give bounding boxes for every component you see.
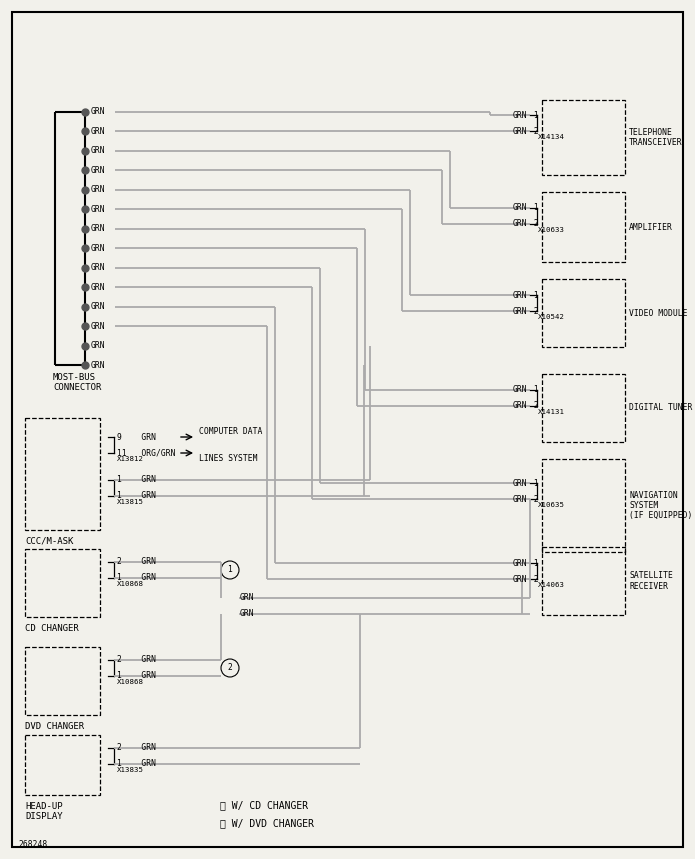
Text: GRN: GRN <box>91 302 106 311</box>
Text: 2: 2 <box>529 495 539 503</box>
Text: GRN: GRN <box>91 283 106 292</box>
Text: ① W/ CD CHANGER: ① W/ CD CHANGER <box>220 800 308 810</box>
Text: 11   ORG/GRN: 11 ORG/GRN <box>117 448 176 458</box>
Text: DIGITAL TUNER: DIGITAL TUNER <box>629 404 692 412</box>
Bar <box>542 374 625 442</box>
Text: 1    GRN: 1 GRN <box>117 491 156 501</box>
Text: 2    GRN: 2 GRN <box>117 744 156 752</box>
Text: 2: 2 <box>529 401 539 411</box>
Text: GRN: GRN <box>512 495 527 503</box>
Text: CD CHANGER: CD CHANGER <box>25 624 79 633</box>
Bar <box>25 647 100 715</box>
Text: GRN: GRN <box>512 575 527 583</box>
Text: CCC/M-ASK: CCC/M-ASK <box>25 537 74 546</box>
Text: GRN: GRN <box>91 166 106 175</box>
Text: 1    GRN: 1 GRN <box>117 672 156 680</box>
Bar <box>542 279 625 347</box>
Text: GRN: GRN <box>512 307 527 315</box>
Text: GRN: GRN <box>240 594 254 602</box>
Text: 2: 2 <box>529 575 539 583</box>
Text: ② W/ DVD CHANGER: ② W/ DVD CHANGER <box>220 818 314 828</box>
Text: 2: 2 <box>227 663 232 673</box>
Text: GRN: GRN <box>91 361 106 369</box>
Text: SATELLITE
RECEIVER: SATELLITE RECEIVER <box>629 571 673 591</box>
Text: GRN: GRN <box>512 111 527 119</box>
Text: GRN: GRN <box>512 401 527 411</box>
Text: GRN: GRN <box>91 146 106 155</box>
Text: X13815: X13815 <box>117 499 144 505</box>
Text: DVD CHANGER: DVD CHANGER <box>25 722 84 731</box>
Text: 1: 1 <box>529 558 539 568</box>
Bar <box>25 549 100 617</box>
Text: 2: 2 <box>529 126 539 136</box>
Text: GRN: GRN <box>91 127 106 136</box>
Text: LINES SYSTEM: LINES SYSTEM <box>199 454 258 463</box>
Bar <box>542 459 625 552</box>
Text: MOST-BUS
CONNECTOR: MOST-BUS CONNECTOR <box>53 373 101 393</box>
Text: GRN: GRN <box>512 290 527 300</box>
Text: 2: 2 <box>529 220 539 228</box>
Text: TELEPHONE
TRANSCEIVER: TELEPHONE TRANSCEIVER <box>629 128 682 147</box>
Text: GRN: GRN <box>91 107 106 117</box>
Text: 9    GRN: 9 GRN <box>117 432 156 442</box>
Text: GRN: GRN <box>91 244 106 253</box>
Text: X14131: X14131 <box>538 409 565 415</box>
Text: 2    GRN: 2 GRN <box>117 655 156 665</box>
Text: 1: 1 <box>529 111 539 119</box>
Text: 1    GRN: 1 GRN <box>117 759 156 769</box>
Text: GRN: GRN <box>91 186 106 194</box>
Text: GRN: GRN <box>91 224 106 234</box>
Text: NAVIGATION
SYSTEM
(IF EQUIPPED): NAVIGATION SYSTEM (IF EQUIPPED) <box>629 490 692 521</box>
Text: X10868: X10868 <box>117 679 144 685</box>
Text: GRN: GRN <box>512 478 527 488</box>
Text: VIDEO MODULE: VIDEO MODULE <box>629 308 687 318</box>
Text: 1: 1 <box>529 386 539 394</box>
Text: X10633: X10633 <box>538 227 565 233</box>
Bar <box>25 735 100 795</box>
Text: GRN: GRN <box>91 341 106 350</box>
Text: X10542: X10542 <box>538 314 565 320</box>
Bar <box>542 547 625 615</box>
Text: X14134: X14134 <box>538 134 565 140</box>
Text: GRN: GRN <box>512 386 527 394</box>
Text: GRN: GRN <box>512 558 527 568</box>
Text: 2: 2 <box>529 307 539 315</box>
Text: X10635: X10635 <box>538 502 565 508</box>
Text: X10868: X10868 <box>117 581 144 587</box>
Text: 1: 1 <box>227 565 232 575</box>
Text: GRN: GRN <box>91 321 106 331</box>
Text: 1: 1 <box>529 290 539 300</box>
Text: 1: 1 <box>529 204 539 212</box>
Text: GRN: GRN <box>512 126 527 136</box>
Bar <box>542 100 625 175</box>
Text: GRN: GRN <box>91 204 106 214</box>
Text: COMPUTER DATA: COMPUTER DATA <box>199 427 263 436</box>
Text: 1    GRN: 1 GRN <box>117 476 156 484</box>
Text: GRN: GRN <box>512 220 527 228</box>
Text: 2    GRN: 2 GRN <box>117 557 156 566</box>
Bar <box>25 418 100 530</box>
Text: X13835: X13835 <box>117 767 144 773</box>
Text: GRN: GRN <box>240 610 254 618</box>
Text: X13812: X13812 <box>117 456 144 462</box>
Text: GRN: GRN <box>91 263 106 272</box>
Text: HEAD-UP
DISPLAY: HEAD-UP DISPLAY <box>25 802 63 821</box>
Text: 1: 1 <box>529 478 539 488</box>
Text: GRN: GRN <box>512 204 527 212</box>
Text: 1    GRN: 1 GRN <box>117 574 156 582</box>
Bar <box>542 192 625 262</box>
Text: AMPLIFIER: AMPLIFIER <box>629 222 673 231</box>
Text: X14063: X14063 <box>538 582 565 588</box>
Text: 268248: 268248 <box>18 840 47 849</box>
